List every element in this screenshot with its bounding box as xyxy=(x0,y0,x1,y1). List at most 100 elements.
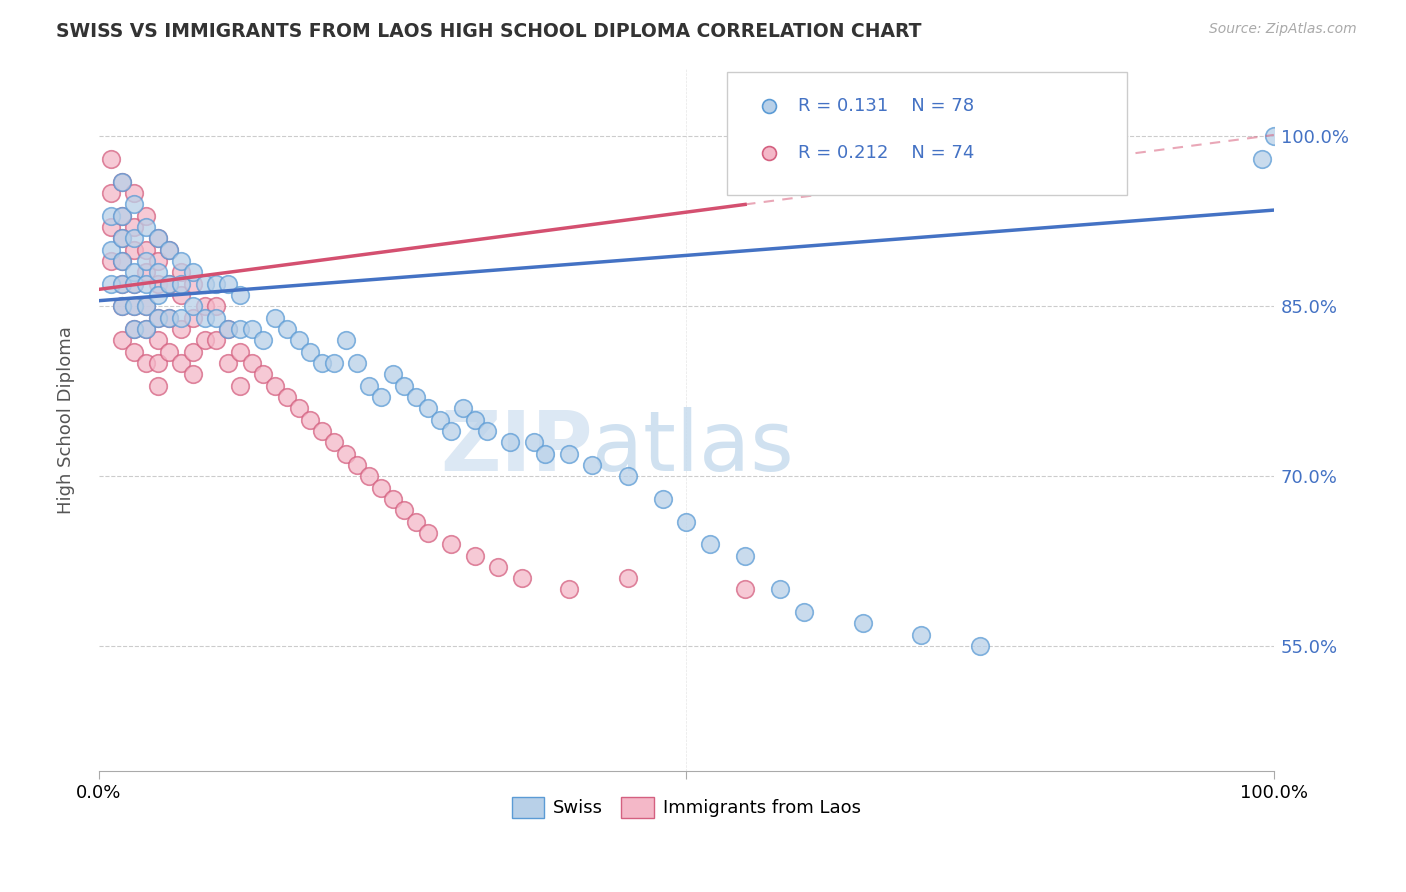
Point xyxy=(181,310,204,325)
Point xyxy=(181,368,204,382)
Point xyxy=(122,231,145,245)
Point xyxy=(100,209,122,223)
Point xyxy=(229,322,252,336)
Point xyxy=(534,447,557,461)
Point xyxy=(146,231,169,245)
Point xyxy=(122,322,145,336)
Point xyxy=(193,334,215,348)
Point xyxy=(122,186,145,200)
Point xyxy=(276,390,298,404)
Point xyxy=(793,605,815,619)
Point xyxy=(264,310,287,325)
Point xyxy=(910,628,932,642)
Point xyxy=(346,356,368,370)
Point xyxy=(135,277,157,291)
Point xyxy=(581,458,603,472)
Point xyxy=(416,401,439,416)
Point xyxy=(357,469,380,483)
Point xyxy=(170,265,193,279)
Point xyxy=(311,356,333,370)
Point xyxy=(1251,152,1274,166)
Point xyxy=(299,344,322,359)
Point xyxy=(394,378,416,392)
Point xyxy=(157,310,180,325)
Point xyxy=(381,368,404,382)
Point xyxy=(217,322,239,336)
Text: Source: ZipAtlas.com: Source: ZipAtlas.com xyxy=(1209,22,1357,37)
Point xyxy=(464,549,486,563)
Point xyxy=(240,322,263,336)
Point xyxy=(170,254,193,268)
Point xyxy=(157,243,180,257)
Text: SWISS VS IMMIGRANTS FROM LAOS HIGH SCHOOL DIPLOMA CORRELATION CHART: SWISS VS IMMIGRANTS FROM LAOS HIGH SCHOO… xyxy=(56,22,922,41)
Point xyxy=(170,288,193,302)
Point xyxy=(464,412,486,426)
Point xyxy=(170,277,193,291)
Point xyxy=(135,356,157,370)
Point xyxy=(111,254,134,268)
Point xyxy=(122,322,145,336)
Text: atlas: atlas xyxy=(592,407,794,488)
Point xyxy=(135,220,157,235)
Point xyxy=(100,152,122,166)
Point xyxy=(170,310,193,325)
Point xyxy=(100,277,122,291)
Point xyxy=(240,356,263,370)
Point xyxy=(287,401,309,416)
Point xyxy=(499,435,522,450)
Point xyxy=(146,334,169,348)
Point xyxy=(335,334,357,348)
Point xyxy=(100,243,122,257)
Point xyxy=(205,310,228,325)
Point xyxy=(135,322,157,336)
Point xyxy=(394,503,416,517)
Point xyxy=(510,571,533,585)
Point xyxy=(122,197,145,211)
Point xyxy=(276,322,298,336)
Point xyxy=(146,231,169,245)
Point xyxy=(252,368,274,382)
Text: R = 0.131    N = 78: R = 0.131 N = 78 xyxy=(799,96,974,115)
Point xyxy=(146,356,169,370)
Point xyxy=(111,277,134,291)
Point xyxy=(346,458,368,472)
Point xyxy=(170,356,193,370)
Point xyxy=(558,447,581,461)
Point xyxy=(100,254,122,268)
Point xyxy=(322,435,344,450)
Point xyxy=(758,189,780,203)
Point xyxy=(651,491,673,506)
Point xyxy=(122,344,145,359)
Point xyxy=(135,243,157,257)
Point xyxy=(122,265,145,279)
Point xyxy=(135,265,157,279)
Point xyxy=(229,288,252,302)
Point xyxy=(146,310,169,325)
Point xyxy=(157,310,180,325)
Point xyxy=(299,412,322,426)
Point xyxy=(451,401,474,416)
Point xyxy=(558,582,581,597)
Point xyxy=(111,175,134,189)
Point xyxy=(146,378,169,392)
Point xyxy=(229,344,252,359)
Legend: Swiss, Immigrants from Laos: Swiss, Immigrants from Laos xyxy=(505,789,868,825)
Point xyxy=(440,424,463,438)
Point xyxy=(335,447,357,461)
Point xyxy=(122,243,145,257)
Point xyxy=(405,515,427,529)
Point xyxy=(111,231,134,245)
Point xyxy=(416,525,439,540)
Point xyxy=(217,277,239,291)
Point xyxy=(122,277,145,291)
Point xyxy=(146,288,169,302)
Point xyxy=(181,344,204,359)
Point xyxy=(111,299,134,313)
Point xyxy=(146,265,169,279)
Point xyxy=(146,277,169,291)
Point xyxy=(486,559,509,574)
Point xyxy=(100,186,122,200)
Point xyxy=(287,334,309,348)
FancyBboxPatch shape xyxy=(727,72,1128,195)
Point xyxy=(111,209,134,223)
